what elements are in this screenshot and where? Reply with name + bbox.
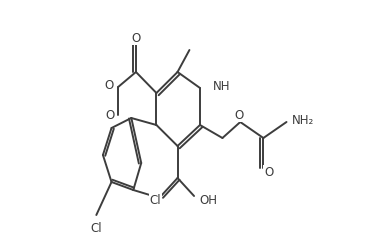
Text: O: O [234, 108, 243, 121]
Text: Cl: Cl [150, 194, 161, 207]
Text: O: O [152, 194, 161, 207]
Text: OH: OH [199, 194, 217, 207]
Text: O: O [104, 79, 114, 92]
Text: Cl: Cl [91, 222, 102, 235]
Text: O: O [131, 32, 141, 45]
Text: O: O [105, 108, 114, 121]
Text: NH₂: NH₂ [292, 114, 314, 127]
Text: O: O [264, 166, 273, 179]
Text: NH: NH [212, 80, 230, 94]
